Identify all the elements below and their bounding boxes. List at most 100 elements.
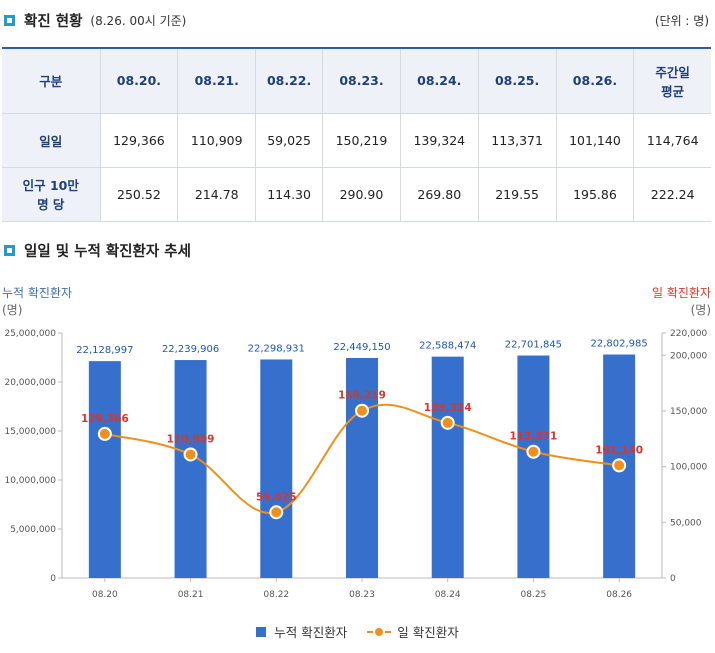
square-bullet-icon xyxy=(4,245,15,256)
table-header-cell: 08.23. xyxy=(322,48,401,114)
left-tick-label: 5,000,000 xyxy=(10,525,56,535)
section-title: 일일 및 누적 확진환자 추세 xyxy=(24,244,191,260)
line-point xyxy=(97,426,112,441)
table-cell: 114,764 xyxy=(633,113,711,168)
table-header-cell: 08.26. xyxy=(556,48,635,114)
line-point xyxy=(269,505,284,520)
table-cell: 219.55 xyxy=(478,167,557,222)
table-cell: 101,140 xyxy=(556,113,635,168)
legend-bar-swatch xyxy=(256,626,267,637)
table-row-header: 일일 xyxy=(2,113,101,168)
left-tick-label: 15,000,000 xyxy=(4,427,56,437)
bar-cumulative xyxy=(346,357,378,578)
right-tick-label: 100,000 xyxy=(670,463,707,473)
left-tick-label: 0 xyxy=(50,574,56,584)
line-data-label: 139,324 xyxy=(424,402,472,414)
table-header-cell: 08.21. xyxy=(177,48,257,114)
table-cell: 250.52 xyxy=(100,167,179,222)
section-subtitle: (8.26. 00시 기준) xyxy=(90,14,187,28)
line-point xyxy=(355,403,369,418)
line-data-label: 150,219 xyxy=(338,390,386,402)
bar-data-label: 22,128,997 xyxy=(76,345,133,356)
bar-data-label: 22,449,150 xyxy=(333,342,390,353)
section-title: 확진 현황 xyxy=(24,14,83,30)
table-header-cell: 08.24. xyxy=(400,48,479,114)
section-confirmed-status-header: 확진 현황 (8.26. 00시 기준) xyxy=(4,10,186,31)
right-axis-title: 일 확진환자 (명) xyxy=(652,284,711,318)
square-bullet-icon xyxy=(4,15,15,26)
bar-data-label: 22,802,985 xyxy=(591,339,648,350)
bar-data-label: 22,298,931 xyxy=(248,343,305,354)
x-tick-label: 08.21 xyxy=(178,590,204,600)
bar-cumulative xyxy=(260,359,293,578)
table-header-cell: 주간일 평균 xyxy=(633,48,711,114)
table-header-row: 구분 08.20. 08.21. 08.22. 08.23. 08.24. 08.25. 08… xyxy=(2,48,711,114)
left-axis-title: 누적 확진환자 (명) xyxy=(2,284,72,318)
right-axis-label: 일 확진환자 xyxy=(651,286,711,300)
table-cell: 139,324 xyxy=(400,113,479,168)
table-cell: 290.90 xyxy=(322,167,401,222)
bar-cumulative xyxy=(517,355,550,578)
table-cell: 113,371 xyxy=(478,113,557,168)
left-tick-label: 10,000,000 xyxy=(4,476,56,486)
table-cell: 150,219 xyxy=(322,113,401,168)
bar-data-label: 22,701,845 xyxy=(505,340,562,351)
right-tick-label: 200,000 xyxy=(670,351,707,361)
table-cell: 114.30 xyxy=(255,167,324,222)
legend-item-daily: 일 확진환자 xyxy=(367,622,459,641)
table-row-header: 인구 10만 명 당 xyxy=(2,167,101,222)
x-tick-label: 08.20 xyxy=(92,590,118,600)
right-tick-label: 0 xyxy=(670,574,676,584)
table-body: 일일 129,366 110,909 59,025 150,219 139,324 113,… xyxy=(2,113,711,222)
table-cell: 129,366 xyxy=(100,113,179,168)
legend-item-cumulative: 누적 확진환자 xyxy=(256,622,347,641)
confirmed-cases-table: 구분 08.20. 08.21. 08.22. 08.23. 08.24. 08.25. 08… xyxy=(2,47,711,222)
bar-cumulative xyxy=(88,361,121,578)
line-point xyxy=(526,444,541,459)
bar-data-label: 22,239,906 xyxy=(162,344,219,355)
chart-legend: 누적 확진환자 일 확진환자 xyxy=(0,622,715,641)
table-header-category: 구분 xyxy=(2,48,101,114)
left-axis-unit: (명) xyxy=(2,303,23,317)
table-header-cell: 08.22. xyxy=(255,48,324,114)
legend-label: 일 확진환자 xyxy=(397,625,459,640)
unit-label: (단위 : 명) xyxy=(654,14,709,28)
table-header-cell: 08.20. xyxy=(100,48,179,114)
table-cell: 195.86 xyxy=(556,167,635,222)
table-cell: 222.24 xyxy=(633,167,711,222)
left-tick-label: 20,000,000 xyxy=(4,378,56,388)
x-tick-label: 08.24 xyxy=(435,590,461,600)
line-data-label: 101,140 xyxy=(595,444,643,456)
bar-data-label: 22,588,474 xyxy=(419,341,476,352)
table-row: 일일 129,366 110,909 59,025 150,219 139,324 113,… xyxy=(2,113,711,168)
line-point xyxy=(183,447,198,462)
right-tick-label: 220,000 xyxy=(670,329,707,339)
trend-chart: 25,000,000 20,000,000 15,000,000 10,000,000… xyxy=(4,329,707,600)
line-data-label: 59,025 xyxy=(256,491,297,503)
table-cell: 269.80 xyxy=(400,167,479,222)
right-tick-label: 150,000 xyxy=(670,407,707,417)
x-tick-label: 08.26 xyxy=(606,590,632,600)
table-cell: 59,025 xyxy=(255,113,324,168)
legend-line-swatch xyxy=(367,627,392,637)
line-data-label: 129,366 xyxy=(81,413,129,425)
x-tick-label: 08.25 xyxy=(521,590,547,600)
section-trend-header: 일일 및 누적 확진환자 추세 xyxy=(4,240,191,261)
line-point xyxy=(440,415,455,430)
left-axis-label: 누적 확진환자 xyxy=(2,286,73,300)
table-row: 인구 10만 명 당 250.52 214.78 114.30 290.90 269.80… xyxy=(2,167,711,222)
table-header-cell: 08.25. xyxy=(478,48,557,114)
bar-cumulative xyxy=(174,360,207,578)
bar-cumulative xyxy=(431,356,464,578)
line-data-label: 110,909 xyxy=(167,433,215,445)
legend-label: 누적 확진환자 xyxy=(274,625,348,640)
right-tick-label: 50,000 xyxy=(670,518,702,528)
table-cell: 110,909 xyxy=(177,113,257,168)
line-point xyxy=(612,458,627,473)
x-tick-label: 08.22 xyxy=(263,590,289,600)
right-axis-unit: (명) xyxy=(690,303,711,317)
left-tick-label: 25,000,000 xyxy=(4,329,56,339)
line-data-label: 113,371 xyxy=(510,431,558,443)
x-tick-label: 08.23 xyxy=(349,590,375,600)
table-cell: 214.78 xyxy=(177,167,257,222)
